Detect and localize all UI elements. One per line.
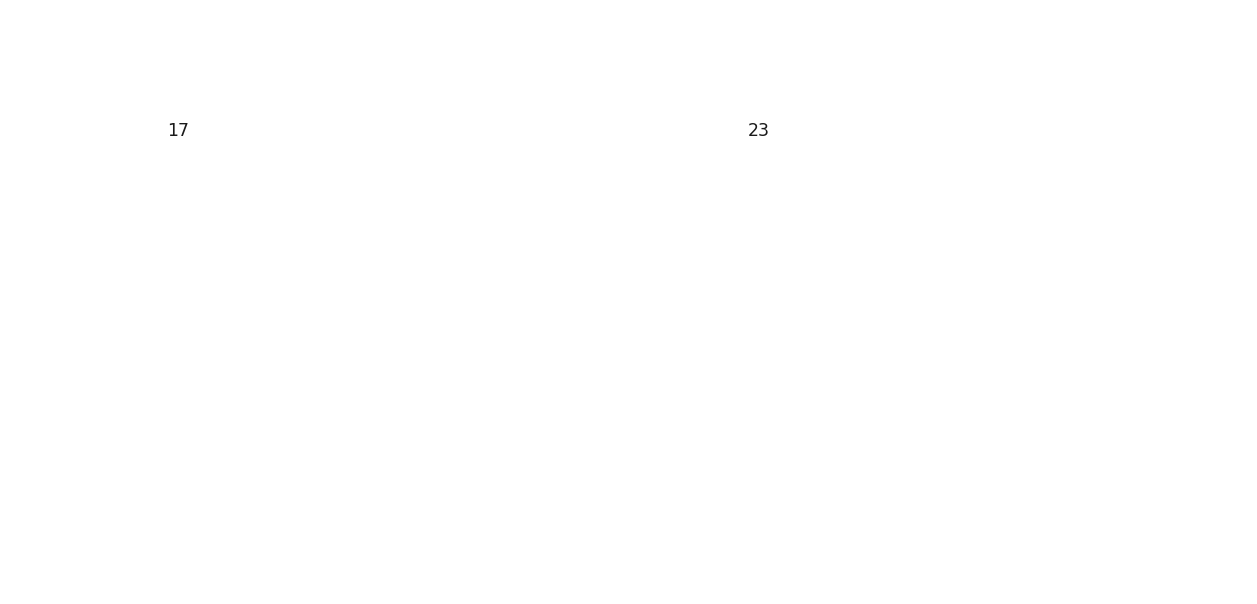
Text: 17: 17 [167,122,189,140]
Text: 23: 23 [748,122,771,140]
